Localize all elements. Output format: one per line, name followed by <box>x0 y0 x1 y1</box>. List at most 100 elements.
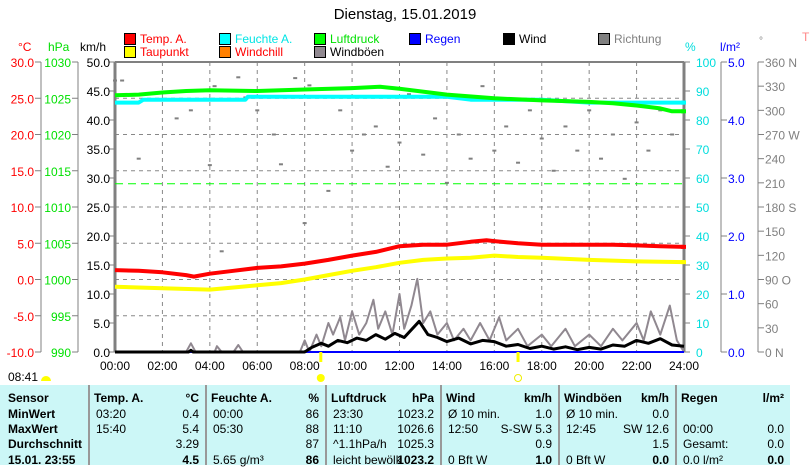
legend-windchill: Windchill <box>219 45 283 59</box>
rain-axis-tick-label: 4.0 <box>728 114 745 128</box>
wind-axis-tick-label: 15.0 <box>87 259 111 273</box>
legend-wind: Wind <box>503 32 546 46</box>
legend-swatch <box>219 33 231 45</box>
table-cell: 0 Bft W <box>566 453 606 467</box>
legend-label: Wind <box>519 32 547 46</box>
x-tick-label: 12:00 <box>384 359 414 373</box>
weather-chart: -10.0 -5.0 0.0 5.0 10.0 15.0 20.0 25.0 30.0 990 99… <box>7 56 800 382</box>
humidity-axis-tick-label: 50 <box>696 201 710 215</box>
direction-point <box>373 125 378 128</box>
series-temp-a- <box>114 238 685 279</box>
table-cell: 0.0 <box>767 437 784 451</box>
legend-swatch <box>409 33 421 45</box>
statistics-table: Sensor Temp. A. °C Feuchte A.% Luftdruck hPa W… <box>0 385 790 467</box>
x-tick-label: 18:00 <box>527 359 557 373</box>
current-value-marker <box>681 244 686 249</box>
humidity-axis-tick-label: 100 <box>696 56 716 70</box>
wind-axis-tick-label: 20.0 <box>87 230 111 244</box>
unit-direction: ° <box>759 36 763 47</box>
direction-point <box>539 137 544 140</box>
table-cell: leicht bewölkt <box>333 453 401 467</box>
legend-swatch <box>124 33 136 45</box>
legend-label: Temp. A. <box>140 32 187 46</box>
table-cell: 88 <box>305 422 319 436</box>
direction-point <box>468 157 473 160</box>
table-cell: km/h <box>640 391 669 405</box>
column-divider <box>88 385 90 465</box>
table-cell: 05:30 <box>213 422 244 436</box>
humidity-axis-tick-label: 20 <box>696 288 710 302</box>
wind-axis-tick-label: 40.0 <box>87 114 111 128</box>
direction-axis-tick-label: 300 <box>765 104 785 118</box>
current-value-marker <box>681 109 686 114</box>
table-cell: % <box>308 391 319 405</box>
direction-axis-tick-label: 180 S <box>765 201 796 215</box>
table-cell: 1.5 <box>652 437 669 451</box>
table-cell: Ø 10 min. <box>566 407 619 421</box>
legend-swatch <box>598 33 610 45</box>
table-cell: 5.65 g/m³ <box>213 453 264 467</box>
direction-point <box>278 163 283 166</box>
legend-swatch <box>503 33 515 45</box>
x-tick-label: 10:00 <box>337 359 367 373</box>
table-cell: km/h <box>523 391 552 405</box>
table-cell: 0.9 <box>535 437 552 451</box>
legend-label: Richtung <box>614 32 662 46</box>
legend-label: Windchill <box>235 45 284 59</box>
column-divider <box>558 385 560 465</box>
table-cell: 23:30 <box>333 407 364 421</box>
wind-axis-tick-label: 25.0 <box>87 201 111 215</box>
direction-point <box>361 133 366 136</box>
table-cell: Durchschnitt <box>8 437 83 451</box>
direction-axis-tick-label: 360 N <box>765 56 797 70</box>
direction-point <box>492 149 497 152</box>
direction-point <box>504 125 509 128</box>
legend-label: Feuchte A. <box>235 32 293 46</box>
legend-swatch <box>124 46 136 58</box>
table-cell: 0 Bft W <box>448 453 488 467</box>
legend-label: Regen <box>425 32 461 46</box>
direction-axis-tick-label: 0 N <box>765 346 784 360</box>
table-cell: 11:10 <box>333 422 363 436</box>
direction-point <box>406 93 411 96</box>
series-luftdruck <box>114 84 684 114</box>
humidity-axis-tick-label: 90 <box>696 85 710 99</box>
direction-point <box>646 149 651 152</box>
table-cell: Sensor <box>8 391 49 405</box>
table-cell: SW 12.6 <box>622 422 669 436</box>
series-taupunkt <box>114 253 685 292</box>
rain-axis-tick-label: 0.0 <box>728 346 745 360</box>
rain-axis-tick-label: 5.0 <box>728 56 745 70</box>
wind-axis-tick-label: 5.0 <box>93 317 110 331</box>
rain-axis-tick-label: 1.0 <box>728 288 745 302</box>
table-cell: l/m² <box>762 391 784 405</box>
x-tick-label: 14:00 <box>432 359 462 373</box>
table-cell: 0.0 l/m² <box>683 453 724 467</box>
table-cell: 1023.2 <box>397 407 434 421</box>
direction-point <box>307 84 312 87</box>
table-cell: 15:40 <box>96 422 127 436</box>
unit-temp: °C <box>18 40 32 54</box>
pressure-axis-tick-label: 1020 <box>44 129 71 143</box>
temp-axis-tick-label: 25.0 <box>11 92 35 106</box>
wind-axis-tick-label: 10.0 <box>87 288 111 302</box>
sunrise-icon <box>41 376 52 381</box>
legend-dewpoint: Taupunkt <box>124 45 189 59</box>
table-cell: Windböen <box>564 391 622 405</box>
direction-axis-tick-label: 210 <box>765 177 785 191</box>
temp-axis-tick-label: 5.0 <box>17 237 34 251</box>
legend-direction: Richtung <box>598 32 661 46</box>
pressure-axis-tick-label: 1000 <box>44 274 71 288</box>
table-cell: 4.5 <box>182 453 199 467</box>
wind-axis-tick-label: 45.0 <box>87 85 111 99</box>
unit-pressure: hPa <box>48 40 70 54</box>
table-cell: 86 <box>305 453 319 467</box>
x-tick-label: 04:00 <box>195 359 225 373</box>
humidity-axis-tick-label: 10 <box>696 317 710 331</box>
current-value-marker <box>681 100 686 105</box>
column-divider <box>675 385 677 465</box>
unit-humidity: % <box>685 40 696 54</box>
direction-point <box>120 79 125 82</box>
direction-point <box>326 189 331 192</box>
table-cell: 00:00 <box>213 407 244 421</box>
